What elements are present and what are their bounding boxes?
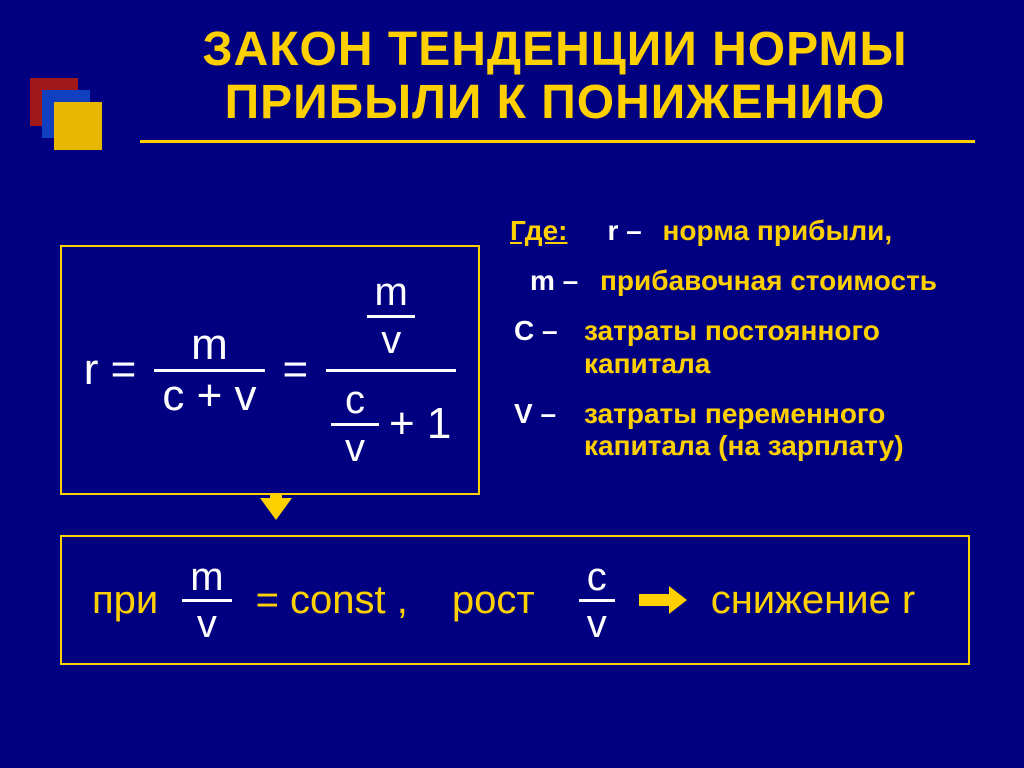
conclusion-rost: рост bbox=[452, 578, 535, 623]
legend-row-r: Где: r – норма прибыли, bbox=[510, 215, 990, 247]
conclusion-frac-mv: m v bbox=[182, 555, 231, 646]
nested-fraction: m v c v + 1 bbox=[326, 270, 456, 471]
main-formula-box: r = m c + v = m v c v + 1 bbox=[60, 245, 480, 495]
conclusion-result: снижение r bbox=[711, 578, 916, 623]
conclusion-const: = const , bbox=[256, 578, 408, 623]
arrow-right-icon bbox=[639, 586, 687, 614]
equals-sign: = bbox=[283, 345, 309, 395]
concl-frac1-den: v bbox=[189, 602, 225, 646]
conclusion-frac-cv: с v bbox=[579, 555, 615, 646]
legend-text-v: затраты переменного капитала (на зарплат… bbox=[584, 398, 990, 462]
title-line-2: ПРИБЫЛИ К ПОНИЖЕНИЮ bbox=[120, 77, 990, 130]
legend-row-m: m – прибавочная стоимость bbox=[510, 265, 990, 297]
nested-num-m: m bbox=[375, 270, 408, 315]
legend-sym-v: V – bbox=[514, 398, 584, 462]
concl-frac1-num: m bbox=[182, 555, 231, 599]
nested-den-v: v bbox=[345, 426, 365, 471]
frac1-numerator: m bbox=[183, 321, 236, 369]
legend-where-label: Где: bbox=[510, 215, 567, 247]
decorative-squares bbox=[30, 78, 110, 158]
legend-text-c: затраты постоянного капитала bbox=[584, 315, 990, 379]
legend-row-v: V – затраты переменного капитала (на зар… bbox=[510, 398, 990, 462]
nested-den-c: c bbox=[345, 378, 365, 423]
nested-main-bar bbox=[326, 369, 456, 372]
concl-frac2-num: с bbox=[579, 555, 615, 599]
arrow-down-icon bbox=[260, 498, 292, 520]
concl-frac2-den: v bbox=[579, 602, 615, 646]
nested-denominator: c v + 1 bbox=[331, 378, 451, 471]
lhs-r-equals: r = bbox=[84, 345, 137, 395]
conclusion-box: при m v = const , рост с v снижение r bbox=[60, 535, 970, 665]
legend-text-m: прибавочная стоимость bbox=[600, 265, 990, 297]
legend-row-c: С – затраты постоянного капитала bbox=[510, 315, 990, 379]
main-equation: r = m c + v = m v c v + 1 bbox=[84, 270, 456, 471]
legend-block: Где: r – норма прибыли, m – прибавочная … bbox=[510, 215, 990, 480]
nested-den-frac: c v bbox=[331, 378, 379, 471]
legend-sym-m: m – bbox=[530, 265, 600, 297]
slide-title: ЗАКОН ТЕНДЕНЦИИ НОРМЫ ПРИБЫЛИ К ПОНИЖЕНИ… bbox=[120, 24, 990, 143]
title-line-1: ЗАКОН ТЕНДЕНЦИИ НОРМЫ bbox=[120, 24, 990, 77]
legend-text-r: норма прибыли, bbox=[662, 215, 990, 247]
deco-yellow-square bbox=[54, 102, 102, 150]
nested-num-v: v bbox=[381, 318, 401, 363]
fraction-m-over-cv: m c + v bbox=[154, 321, 264, 420]
arrow-right-head bbox=[669, 586, 687, 614]
conclusion-pri: при bbox=[92, 578, 158, 623]
frac1-denominator: c + v bbox=[154, 372, 264, 420]
title-underline bbox=[140, 140, 975, 143]
nested-numerator: m v bbox=[367, 270, 415, 363]
legend-sym-c: С – bbox=[514, 315, 584, 379]
arrow-right-stem bbox=[639, 594, 669, 606]
legend-sym-r: r – bbox=[607, 215, 662, 247]
nested-plus-one: + 1 bbox=[389, 399, 451, 449]
